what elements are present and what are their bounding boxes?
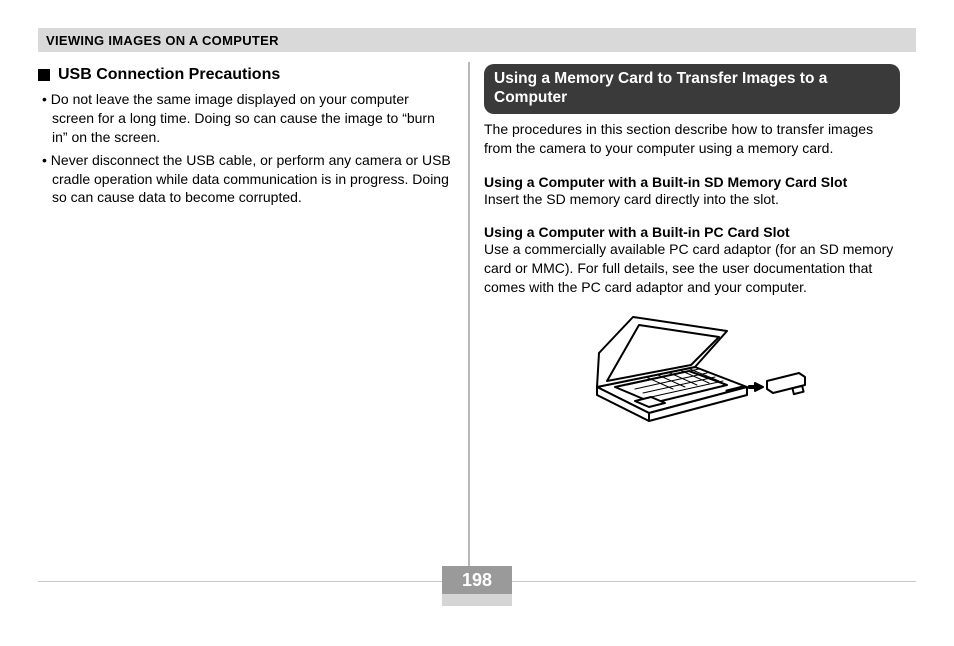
left-column: USB Connection Precautions Do not leave … [38, 62, 468, 600]
laptop-icon [577, 309, 807, 429]
two-column-layout: USB Connection Precautions Do not leave … [38, 62, 916, 600]
footer-rule-left [38, 581, 442, 582]
bullet-item: Do not leave the same image displayed on… [38, 90, 454, 147]
subsection-heading: Using a Computer with a Built-in PC Card… [484, 224, 900, 240]
laptop-card-illustration [484, 309, 900, 429]
subsection-heading: Using a Computer with a Built-in SD Memo… [484, 174, 900, 190]
intro-paragraph: The procedures in this section describe … [484, 120, 900, 158]
subsection-body: Insert the SD memory card directly into … [484, 190, 900, 209]
page-footer: 198 [38, 566, 916, 606]
footer-rule-right [512, 581, 916, 582]
manual-page: VIEWING IMAGES ON A COMPUTER USB Connect… [0, 0, 954, 646]
topic-pill-heading: Using a Memory Card to Transfer Images t… [484, 64, 900, 114]
right-column: Using a Memory Card to Transfer Images t… [470, 62, 900, 600]
subsection-body: Use a commercially available PC card ada… [484, 240, 900, 297]
page-number-underbar [442, 594, 512, 606]
square-bullet-icon [38, 69, 50, 81]
bullet-item: Never disconnect the USB cable, or perfo… [38, 151, 454, 208]
section-header-title: VIEWING IMAGES ON A COMPUTER [46, 33, 279, 48]
footer-rule-row: 198 [38, 566, 916, 594]
page-number-box: 198 [442, 566, 512, 594]
arrow-left-icon [749, 383, 763, 391]
section-header-bar: VIEWING IMAGES ON A COMPUTER [38, 28, 916, 52]
left-subheading-text: USB Connection Precautions [58, 66, 280, 84]
precaution-bullet-list: Do not leave the same image displayed on… [38, 90, 454, 207]
left-subheading: USB Connection Precautions [38, 66, 454, 84]
